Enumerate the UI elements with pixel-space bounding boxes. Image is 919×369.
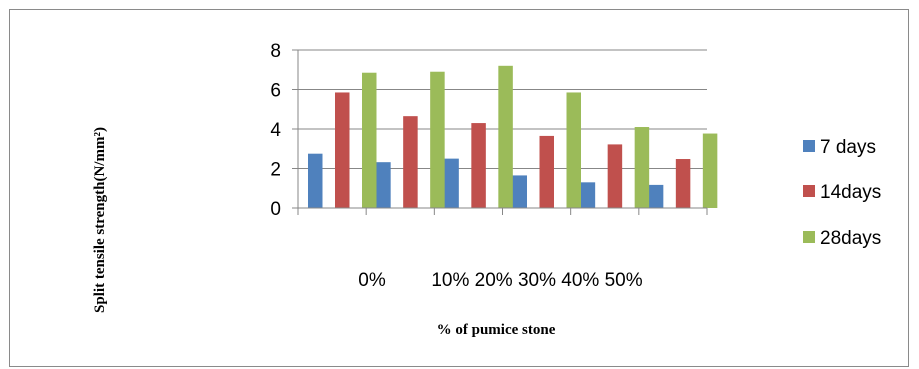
y-tick-labels: 0 2 4 6 8: [270, 41, 298, 220]
bar-14days-0pct: [335, 92, 350, 208]
x-axis-title: % of pumice stone: [437, 322, 556, 338]
legend-swatch-2: [803, 231, 815, 243]
y-tick-label-4: 8: [270, 41, 281, 62]
bar-14days-20pct: [471, 123, 486, 208]
bar-14days-50pct: [675, 159, 691, 208]
bar-7-days-50pct: [648, 184, 664, 208]
bar-28days-50pct: [702, 133, 718, 208]
bar-7-days-10pct: [376, 162, 391, 208]
bar-28days-0pct: [362, 72, 377, 209]
legend-swatch-1: [803, 185, 815, 197]
bar-14days-40pct: [607, 144, 623, 208]
legend-label-2: 28days: [820, 228, 881, 249]
bar-28days-30pct: [566, 92, 581, 208]
bar-7-days-30pct: [512, 175, 527, 208]
legend-swatch-0: [803, 140, 815, 152]
bar-7-days-20pct: [444, 158, 459, 208]
y-tick-label-0: 0: [270, 199, 281, 220]
bar-28days-40pct: [634, 127, 650, 208]
y-tick-label-2: 4: [270, 120, 281, 141]
bar-7-days-0pct: [308, 153, 323, 208]
bar-28days-10pct: [430, 71, 445, 208]
axes: [297, 50, 708, 215]
y-tick-label-1: 2: [270, 160, 281, 181]
bar-7-days-40pct: [580, 182, 596, 208]
y-tick-label-3: 6: [270, 81, 281, 102]
chart-border: [9, 9, 909, 367]
bar-14days-30pct: [539, 135, 554, 208]
legend-label-0: 7 days: [820, 137, 876, 158]
bar-28days-20pct: [498, 65, 513, 208]
legend: 7 days 14days 28days: [803, 137, 881, 249]
bars: [308, 65, 718, 209]
legend-label-1: 14days: [820, 182, 881, 203]
bar-14days-10pct: [403, 116, 418, 208]
x-tick-label-0: 0%: [358, 270, 386, 291]
x-tick-label-group: 10% 20% 30% 40% 50%: [431, 270, 642, 291]
y-axis-title: Split tensile strength(N/mm²): [92, 127, 108, 313]
